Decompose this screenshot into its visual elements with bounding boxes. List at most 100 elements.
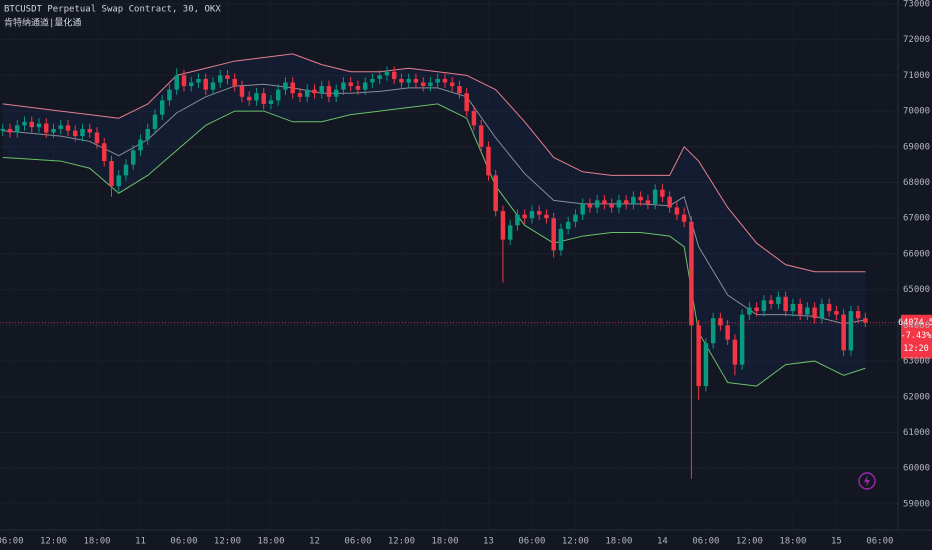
candle-body — [362, 82, 368, 90]
x-tick-label: 13 — [483, 537, 494, 547]
candle-body — [522, 214, 527, 219]
candle-body — [449, 82, 455, 87]
candle-body — [558, 228, 564, 251]
candle-body — [145, 128, 150, 140]
candle-body — [138, 139, 143, 151]
candle-body — [377, 75, 382, 79]
candle-body — [58, 125, 63, 129]
candle-body — [413, 78, 419, 83]
change-label: -7.43% — [901, 331, 932, 341]
candle-body — [80, 128, 85, 137]
candle-body — [384, 71, 390, 76]
lightning-icon[interactable] — [858, 472, 876, 490]
candle-body — [275, 89, 281, 101]
candle-body — [22, 121, 27, 126]
candle-body — [87, 128, 92, 133]
candle-body — [203, 78, 208, 90]
candle-body — [587, 203, 593, 208]
candle-body — [283, 82, 288, 90]
candle-body — [109, 161, 114, 187]
x-tick-label: 18:00 — [83, 537, 110, 547]
y-tick-label: 67000.0 — [903, 214, 932, 224]
x-tick-label: 06:00 — [518, 537, 545, 547]
y-tick-label: 63000.0 — [903, 357, 932, 367]
x-tick-label: 12:00 — [388, 537, 415, 547]
candle-body — [435, 78, 440, 83]
candle-body — [493, 175, 498, 212]
candle-body — [290, 82, 295, 94]
candle-body — [116, 175, 121, 187]
candle-body — [515, 214, 520, 226]
chart-title: BTCUSDT Perpetual Swap Contract, 30, OKX — [4, 5, 221, 15]
y-tick-label: 59000.0 — [903, 499, 932, 509]
candle-body — [710, 318, 716, 344]
candle-body — [696, 325, 701, 387]
y-tick-label: 73000.0 — [903, 0, 932, 9]
candle-body — [645, 200, 651, 204]
y-tick-label: 64000.0 — [903, 321, 932, 331]
candle-body — [652, 189, 658, 204]
candle-body — [848, 311, 854, 351]
candle-body — [674, 207, 680, 215]
candle-body — [529, 211, 535, 219]
y-tick-label: 60000.0 — [903, 464, 932, 474]
candle-body — [805, 307, 810, 315]
x-tick-label: 18:00 — [605, 537, 632, 547]
candle-body — [841, 314, 846, 351]
x-tick-label: 18:00 — [779, 537, 806, 547]
candle-body — [812, 307, 817, 319]
y-tick-label: 69000.0 — [903, 142, 932, 152]
candle-body — [739, 314, 745, 365]
candle-body — [341, 82, 346, 90]
candle-body — [246, 96, 252, 101]
candle-body — [44, 123, 49, 133]
x-tick-label: 14 — [657, 537, 668, 547]
candle-body — [544, 214, 549, 219]
candle-body — [406, 78, 411, 83]
candle-body — [616, 200, 622, 208]
countdown-label: 12:20 — [903, 344, 929, 354]
candle-body — [174, 75, 179, 90]
x-tick-label: 06:00 — [0, 537, 24, 547]
candle-body — [783, 296, 788, 312]
x-tick-label: 06:00 — [692, 537, 719, 547]
candle-body — [667, 196, 672, 208]
candle-body — [761, 300, 767, 312]
y-tick-label: 61000.0 — [903, 428, 932, 438]
candle-body — [863, 318, 868, 323]
x-tick-label: 12:00 — [214, 537, 241, 547]
candle-body — [573, 214, 578, 222]
candle-body — [261, 93, 266, 104]
candle-body — [188, 82, 194, 87]
candle-body — [855, 311, 861, 319]
candle-body — [181, 75, 187, 87]
candle-body — [551, 218, 556, 251]
candle-body — [420, 82, 426, 87]
candle-body — [478, 125, 484, 147]
band-line — [2, 83, 866, 325]
candle-body — [0, 128, 6, 131]
y-tick-label: 72000.0 — [903, 35, 932, 45]
candle-body — [159, 100, 165, 115]
candle-body — [36, 123, 42, 128]
y-tick-label: 65000.0 — [903, 285, 932, 295]
candle-body — [631, 196, 636, 204]
candle-body — [486, 146, 491, 176]
candle-body — [297, 93, 303, 97]
candle-body — [507, 225, 513, 240]
candle-body — [326, 86, 332, 97]
candle-body — [319, 86, 324, 94]
candle-body — [536, 211, 542, 215]
x-tick-label: 12:00 — [562, 537, 589, 547]
candle-body — [442, 78, 448, 83]
candle-body — [232, 78, 237, 87]
candle-body — [94, 132, 100, 144]
x-tick-label: 12:00 — [736, 537, 763, 547]
candle-body — [254, 93, 259, 101]
y-tick-label: 66000.0 — [903, 249, 932, 259]
x-tick-label: 11 — [135, 537, 146, 547]
y-tick-label: 70000.0 — [903, 107, 932, 117]
plot — [0, 53, 898, 479]
candle-body — [370, 78, 375, 83]
candle-body — [391, 71, 397, 79]
